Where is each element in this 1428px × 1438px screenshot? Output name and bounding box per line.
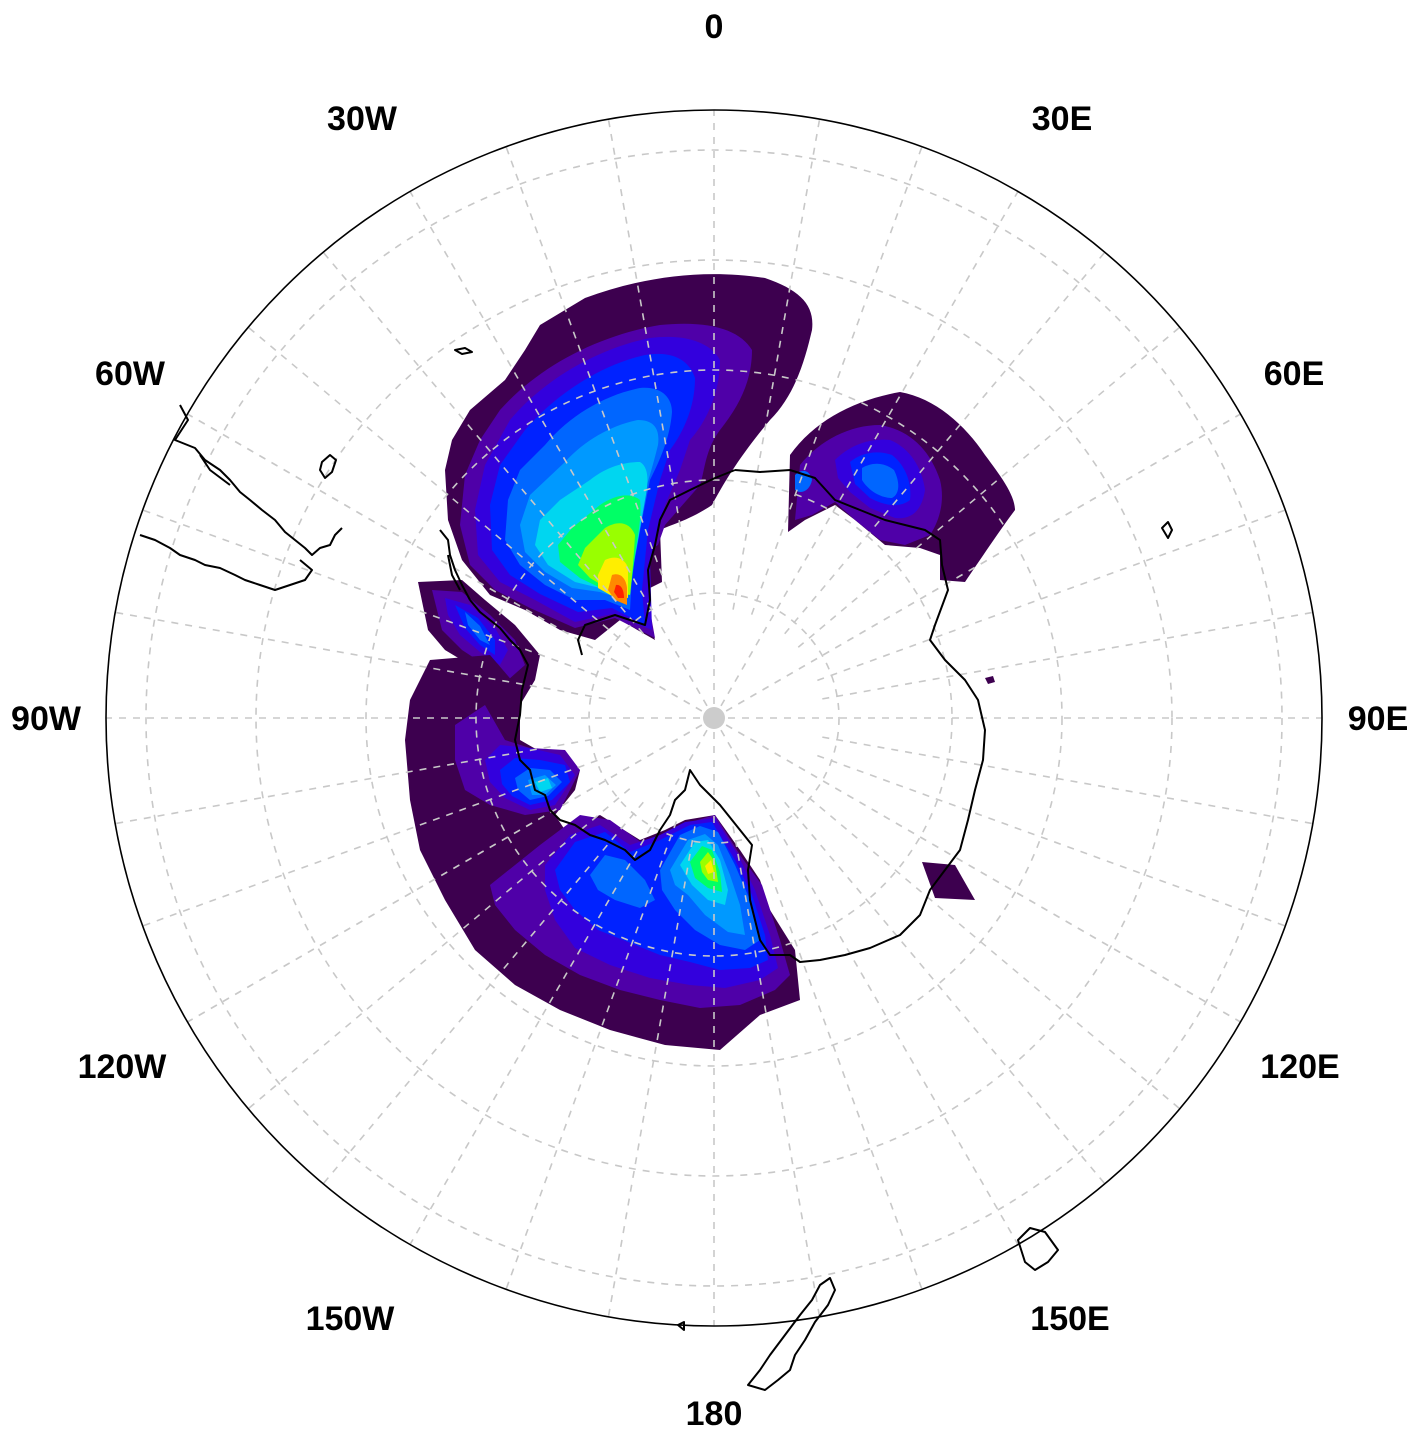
- tasmania: [1017, 1227, 1059, 1271]
- antarctic-peninsula-coastline: [439, 529, 471, 601]
- antarctica-coastline: [469, 469, 986, 963]
- antarctica-coastline-weddell: [577, 469, 736, 656]
- meridian-line: [822, 611, 1313, 700]
- meridian-line: [732, 826, 821, 1317]
- lon-label-30w: 30W: [327, 100, 398, 138]
- south-pole-marker: [703, 707, 725, 729]
- contour-level-5b: [590, 855, 655, 908]
- contour-region-ross: [405, 655, 800, 1050]
- meridian-line: [822, 736, 1313, 825]
- contour-level-10: [705, 860, 714, 874]
- lon-label-150e: 150E: [1030, 1300, 1109, 1338]
- meridian-line: [750, 821, 923, 1290]
- graticule: [106, 110, 1322, 1326]
- contour-level-5: [862, 463, 899, 498]
- falkland-islands: [319, 454, 337, 479]
- meridian-line: [409, 717, 715, 1245]
- kerguelen-island: [1161, 521, 1173, 539]
- meridian-line: [713, 413, 1241, 719]
- lon-label-0: 0: [705, 8, 724, 46]
- contour-level-5: [465, 612, 490, 645]
- lon-label-120e: 120E: [1260, 1048, 1339, 1086]
- south-georgia: [454, 347, 473, 355]
- longitude-labels: 0 30E 60E 90E 120E 150E 180 150W 120W 90…: [11, 8, 1408, 1433]
- contour-level-12: [614, 584, 624, 598]
- contour-region-indian: [788, 392, 1015, 582]
- lon-label-60w: 60W: [95, 355, 166, 393]
- new-zealand-south-island: [747, 1277, 836, 1391]
- coastline-layer: [139, 347, 1173, 1391]
- lon-label-150w: 150W: [306, 1300, 396, 1338]
- meridian-line: [187, 413, 715, 719]
- lon-label-90e: 90E: [1348, 700, 1409, 738]
- parallel-circle: [145, 149, 1283, 1287]
- lon-label-90w: 90W: [11, 700, 82, 738]
- parallel-circle: [588, 592, 840, 844]
- lon-label-180: 180: [686, 1395, 743, 1433]
- lon-label-30e: 30E: [1032, 100, 1093, 138]
- meridian-line: [713, 717, 1241, 1023]
- meridian-line: [784, 801, 1106, 1185]
- map-boundary: [105, 109, 1323, 1327]
- parallel-circle: [255, 259, 1173, 1177]
- contour-region-weddell: [445, 274, 813, 640]
- meridian-line: [187, 717, 715, 1023]
- meridian-line: [817, 754, 1286, 927]
- meridian-line: [713, 191, 1019, 719]
- meridian-line: [409, 191, 715, 719]
- contour-region-east-dot: [985, 676, 995, 684]
- lon-label-60e: 60E: [1264, 355, 1325, 393]
- parallel-circle: [475, 479, 953, 957]
- lon-label-120w: 120W: [78, 1048, 168, 1086]
- contour-region-east-patch: [922, 862, 975, 900]
- contour-fill-layer: [405, 274, 1015, 1050]
- parallel-circle: [365, 369, 1063, 1067]
- meridian-line: [797, 788, 1181, 1110]
- meridian-line: [713, 717, 1019, 1245]
- south-america-coastline: [139, 404, 343, 591]
